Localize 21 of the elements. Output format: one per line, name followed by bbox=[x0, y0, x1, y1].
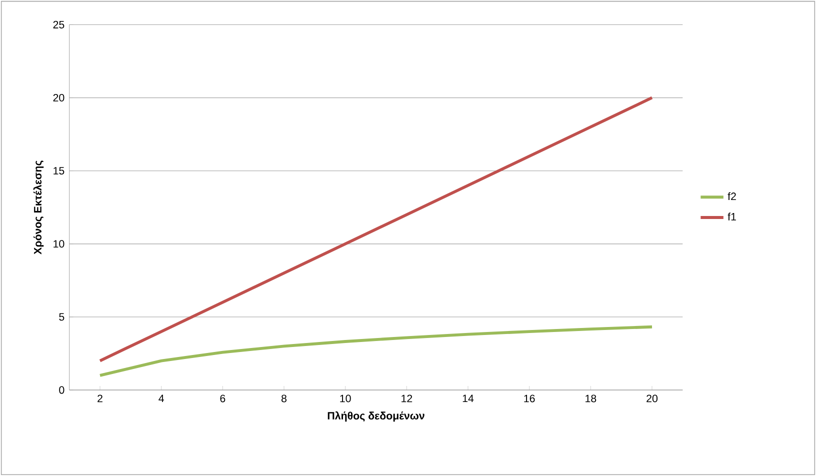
x-tick-label: 6 bbox=[220, 394, 226, 402]
legend-label: f2 bbox=[728, 192, 736, 200]
x-tick-label: 4 bbox=[158, 394, 164, 402]
legend-label: f1 bbox=[728, 212, 736, 220]
x-tick-label: 2 bbox=[98, 394, 102, 402]
y-tick-label: 15 bbox=[54, 167, 64, 175]
x-tick-label: 16 bbox=[524, 394, 535, 402]
x-tick-label: 14 bbox=[462, 394, 474, 402]
x-tick-label: 20 bbox=[646, 394, 658, 402]
y-tick-label: 20 bbox=[53, 94, 64, 102]
y-tick-label: 25 bbox=[53, 20, 64, 28]
y-tick-label: 5 bbox=[59, 313, 64, 321]
x-tick-label: 10 bbox=[340, 394, 351, 402]
y-tick-label: 10 bbox=[54, 240, 64, 248]
x-tick-label: 12 bbox=[402, 394, 412, 402]
x-tick-label: 8 bbox=[281, 394, 286, 402]
x-tick-label: 18 bbox=[586, 394, 596, 402]
x-axis-title: Πλήθος δεδομένων bbox=[328, 411, 424, 422]
line-series bbox=[98, 325, 654, 377]
y-axis-title: Χρόνος Εκτέλεσης bbox=[33, 160, 44, 254]
y-tick-label: 0 bbox=[59, 386, 64, 394]
